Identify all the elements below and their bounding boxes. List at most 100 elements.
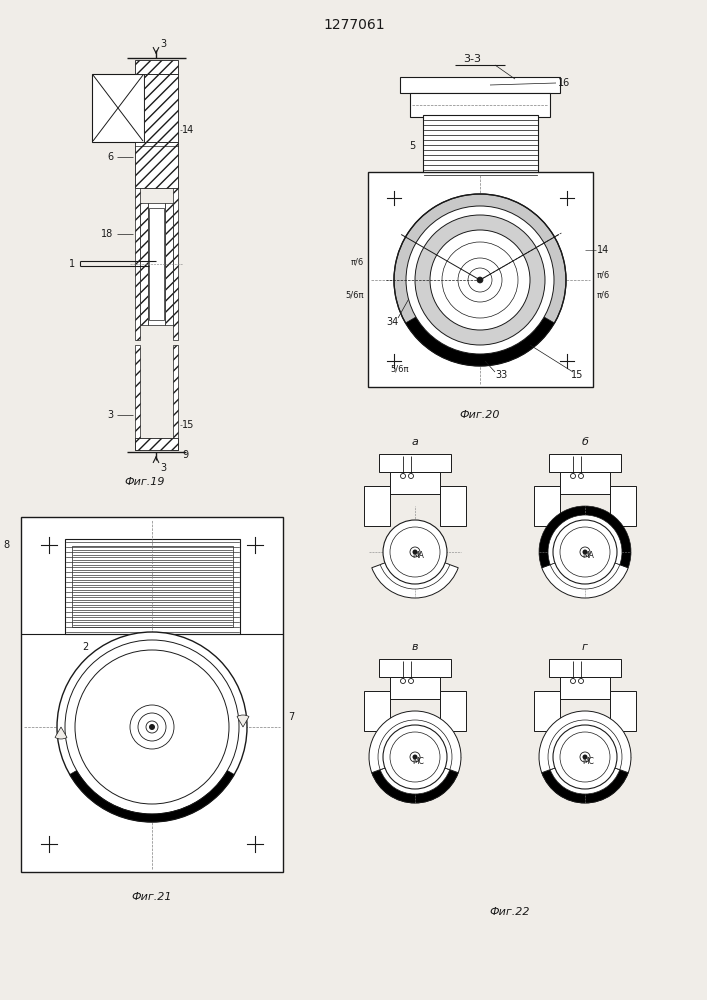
Text: 18: 18 <box>101 229 113 239</box>
Wedge shape <box>542 552 629 598</box>
Text: б: б <box>582 437 588 447</box>
Circle shape <box>571 474 575 479</box>
Circle shape <box>410 547 420 557</box>
Bar <box>144 74 178 142</box>
Wedge shape <box>380 757 450 794</box>
Circle shape <box>412 754 418 760</box>
Circle shape <box>146 721 158 733</box>
Text: π/6: π/6 <box>351 257 364 266</box>
Text: а: а <box>411 437 419 447</box>
Bar <box>149 208 164 320</box>
Circle shape <box>383 520 447 584</box>
Text: 1: 1 <box>69 259 75 269</box>
Circle shape <box>578 474 583 479</box>
Wedge shape <box>55 727 67 739</box>
Circle shape <box>390 527 440 577</box>
Text: 5: 5 <box>409 141 415 151</box>
Bar <box>173 345 178 450</box>
Circle shape <box>458 258 502 302</box>
Circle shape <box>442 242 518 318</box>
Circle shape <box>412 550 418 554</box>
Text: 7: 7 <box>288 712 294 722</box>
Bar <box>135 438 178 450</box>
Bar <box>368 172 593 387</box>
Wedge shape <box>237 715 249 727</box>
Bar <box>560 472 610 494</box>
Text: 9: 9 <box>182 450 188 460</box>
Wedge shape <box>550 552 620 589</box>
Bar <box>390 677 440 699</box>
Text: 16: 16 <box>558 78 571 88</box>
Text: 33: 33 <box>495 370 507 380</box>
Text: 8: 8 <box>3 540 9 550</box>
Text: 3: 3 <box>107 410 113 420</box>
Circle shape <box>580 752 590 762</box>
Bar <box>610 486 636 526</box>
Circle shape <box>57 632 247 822</box>
Text: Фиг.20: Фиг.20 <box>460 410 501 420</box>
Text: 6: 6 <box>107 152 113 162</box>
Bar <box>549 659 621 677</box>
Wedge shape <box>70 770 234 822</box>
Circle shape <box>400 474 406 479</box>
Text: МА: МА <box>412 552 424 560</box>
Wedge shape <box>548 515 622 565</box>
Circle shape <box>130 705 174 749</box>
Circle shape <box>383 725 447 789</box>
Bar <box>135 60 178 74</box>
Wedge shape <box>550 757 620 794</box>
Bar <box>92 74 144 142</box>
Text: Фиг.19: Фиг.19 <box>124 477 165 487</box>
Text: 3: 3 <box>160 39 166 49</box>
Bar <box>173 188 178 340</box>
Bar <box>140 203 148 325</box>
Text: 3-3: 3-3 <box>463 54 481 64</box>
Wedge shape <box>369 711 461 773</box>
Bar <box>364 486 390 526</box>
Circle shape <box>394 194 566 366</box>
Wedge shape <box>372 757 458 803</box>
Bar <box>400 77 560 93</box>
Circle shape <box>75 650 229 804</box>
Bar <box>148 203 165 325</box>
Bar <box>21 517 283 872</box>
Wedge shape <box>539 506 631 568</box>
Text: 34: 34 <box>386 317 398 327</box>
Wedge shape <box>380 757 450 794</box>
Circle shape <box>560 732 610 782</box>
Circle shape <box>138 713 166 741</box>
Bar <box>65 539 240 634</box>
Circle shape <box>430 230 530 330</box>
Circle shape <box>409 474 414 479</box>
Wedge shape <box>372 552 458 598</box>
Bar <box>534 486 560 526</box>
Wedge shape <box>550 757 620 794</box>
Text: π/6: π/6 <box>597 270 610 279</box>
Bar <box>410 93 550 117</box>
Wedge shape <box>406 316 554 366</box>
Text: МС: МС <box>582 756 594 766</box>
Wedge shape <box>542 757 629 803</box>
Bar <box>560 677 610 699</box>
Text: 2: 2 <box>82 642 88 652</box>
Circle shape <box>415 215 545 345</box>
Text: 5/6π: 5/6π <box>390 364 409 373</box>
Circle shape <box>583 754 588 760</box>
Text: г: г <box>582 642 588 652</box>
Bar <box>72 546 233 627</box>
Circle shape <box>468 268 492 292</box>
Bar <box>390 472 440 494</box>
Text: Фиг.21: Фиг.21 <box>132 892 173 902</box>
Circle shape <box>410 752 420 762</box>
Circle shape <box>560 527 610 577</box>
Text: 15: 15 <box>182 420 194 430</box>
Circle shape <box>65 640 239 814</box>
Wedge shape <box>542 757 629 803</box>
Text: Фиг.22: Фиг.22 <box>490 907 530 917</box>
Text: 3: 3 <box>160 463 166 473</box>
Circle shape <box>583 550 588 554</box>
Circle shape <box>400 678 406 684</box>
Bar <box>440 691 466 731</box>
Bar <box>135 142 178 188</box>
Text: 14: 14 <box>597 245 609 255</box>
